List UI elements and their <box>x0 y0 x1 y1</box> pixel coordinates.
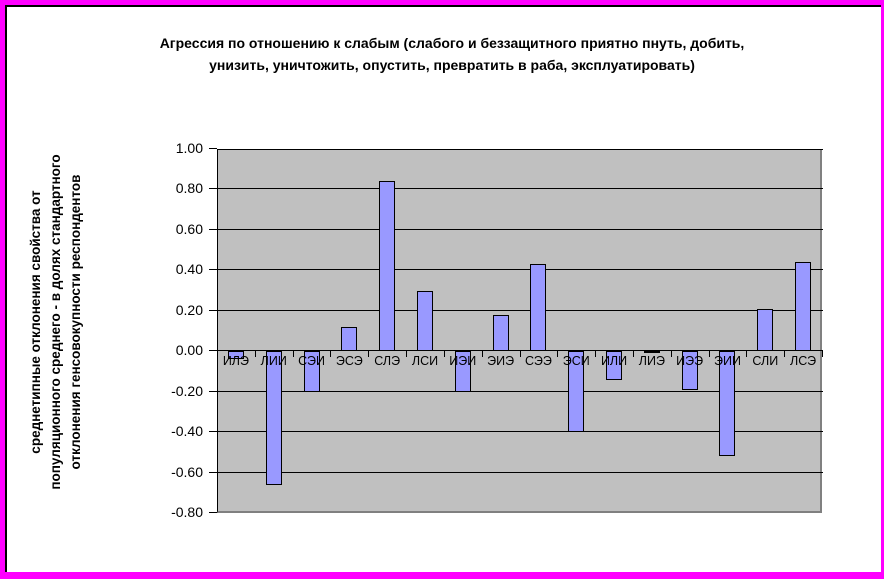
bar-СЛИ <box>757 308 774 352</box>
x-tick-label: ИЛЭ <box>222 354 249 369</box>
x-axis-tick <box>670 351 672 358</box>
y-axis-title-line-1: среднетипные отклонения свойства от <box>28 190 43 454</box>
y-tick-label: -0.40 <box>171 423 203 440</box>
zero-axis-line <box>218 350 823 352</box>
x-axis-tick <box>708 351 710 358</box>
gridline <box>218 188 823 190</box>
bar-ИЭЭ <box>681 351 698 390</box>
plot-area <box>217 149 823 513</box>
x-axis-tick <box>217 351 218 358</box>
bar-ЭСИ <box>568 351 585 433</box>
y-axis-tick <box>209 512 217 513</box>
chart-title-line-2: унизить, уничтожить, опустить, превратит… <box>209 57 695 73</box>
y-tick-label: -0.60 <box>171 463 203 480</box>
y-axis-tick <box>209 431 217 433</box>
x-tick-label: ЭИИ <box>713 354 741 369</box>
gridline <box>218 149 823 150</box>
x-tick-label: ЭСЭ <box>335 354 363 369</box>
x-tick-label: ЛСИ <box>411 354 439 369</box>
bar-ЭИИ <box>719 351 736 457</box>
x-axis-tick <box>557 351 559 358</box>
x-tick-label: ИЭИ <box>449 354 477 369</box>
y-tick-label: 1.00 <box>175 140 203 156</box>
y-axis-tick <box>209 390 217 392</box>
x-tick-label: ИЛИ <box>600 354 628 369</box>
bar-ЭСЭ <box>341 326 358 352</box>
y-tick-label: 0.00 <box>175 342 203 359</box>
y-axis-tick <box>209 228 217 230</box>
x-tick-label: ЭИЭ <box>487 354 515 369</box>
y-axis-tick <box>209 188 217 190</box>
y-tick-label: -0.20 <box>171 382 203 399</box>
y-axis-tick <box>209 269 217 271</box>
x-axis-tick <box>822 351 823 358</box>
x-axis-tick <box>784 351 786 358</box>
x-tick-label: СЛИ <box>752 354 779 369</box>
x-axis-tick <box>481 351 483 358</box>
x-tick-label: ИЭЭ <box>676 354 704 369</box>
x-axis-tick <box>443 351 445 358</box>
bar-ИЛИ <box>606 351 623 380</box>
bar-ЛСЭ <box>795 262 812 352</box>
bar-ЛИЭ <box>643 351 660 354</box>
y-axis-title: среднетипные отклонения свойства от попу… <box>26 82 86 562</box>
y-axis-title-line-3: отклонения генсовокупности респондентов <box>68 174 83 470</box>
gridline <box>218 471 823 473</box>
bar-ЛИИ <box>265 351 282 485</box>
chart-title: Агрессия по отношению к слабым (слабого … <box>67 32 837 76</box>
bar-СЭЭ <box>530 264 547 352</box>
bar-ИЭИ <box>454 351 471 392</box>
y-tick-label: 0.40 <box>175 261 203 278</box>
x-axis-tick <box>595 351 597 358</box>
y-axis-tick <box>209 309 217 311</box>
x-axis-tick <box>330 351 332 358</box>
y-tick-label: 0.60 <box>175 220 203 237</box>
x-tick-label: СЛЭ <box>374 354 401 369</box>
y-tick-label: 0.80 <box>175 180 203 197</box>
chart-frame: Агрессия по отношению к слабым (слабого … <box>5 5 881 572</box>
x-tick-label: ЛИИ <box>260 354 287 369</box>
x-axis-tick <box>292 351 294 358</box>
chart-title-line-1: Агрессия по отношению к слабым (слабого … <box>159 35 745 51</box>
x-tick-label: ЛСЭ <box>790 354 817 369</box>
x-axis-tick <box>519 351 521 358</box>
y-axis-tick <box>209 350 217 352</box>
x-tick-label: ЛИЭ <box>638 354 665 369</box>
x-axis-tick <box>632 351 634 358</box>
y-tick-label: 0.20 <box>175 301 203 318</box>
gridline <box>218 269 823 271</box>
gridline <box>218 431 823 433</box>
bar-СЭИ <box>303 351 320 392</box>
y-axis-tick <box>209 471 217 473</box>
bar-СЛЭ <box>379 181 396 352</box>
gridline <box>218 390 823 392</box>
x-axis-tick <box>254 351 256 358</box>
x-tick-label: СЭИ <box>298 354 325 369</box>
x-axis-tick <box>368 351 370 358</box>
gridline <box>218 309 823 311</box>
bar-ИЛЭ <box>227 351 244 360</box>
x-axis-tick <box>406 351 408 358</box>
x-axis-tick <box>746 351 748 358</box>
x-tick-label: ЭСИ <box>562 354 590 369</box>
bar-ЭИЭ <box>492 314 509 352</box>
x-tick-label: СЭЭ <box>524 354 552 369</box>
gridline <box>218 228 823 230</box>
y-tick-label: -0.80 <box>171 504 203 520</box>
y-axis-title-line-2: популяционного среднего - в долях станда… <box>48 154 63 490</box>
bar-ЛСИ <box>416 290 433 352</box>
y-axis-tick <box>209 148 217 149</box>
